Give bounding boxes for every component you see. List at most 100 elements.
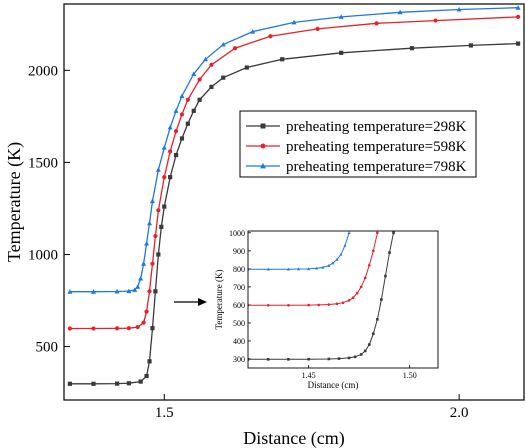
- inset-data-point: [347, 356, 351, 360]
- inset-data-point: [372, 249, 375, 253]
- data-point: [197, 77, 202, 82]
- data-point: [126, 381, 131, 386]
- inset-data-point: [363, 276, 367, 280]
- data-point: [516, 14, 521, 19]
- inset-data-point: [286, 267, 290, 271]
- data-point: [179, 93, 185, 99]
- data-point: [146, 220, 153, 226]
- data-point: [468, 43, 474, 48]
- data-point: [138, 275, 144, 281]
- data-point: [155, 167, 161, 172]
- data-point: [162, 204, 167, 209]
- inset-data-point: [335, 257, 339, 261]
- data-point: [433, 18, 438, 23]
- inset-y-tick-label: 800: [233, 265, 245, 274]
- inset-data-point: [367, 343, 371, 346]
- data-point: [114, 326, 120, 331]
- inset-data-point: [347, 299, 351, 302]
- inset-y-axis-title: Temperature (K): [214, 269, 224, 329]
- inset-data-point: [341, 301, 345, 305]
- data-point: [516, 41, 521, 46]
- inset-data-point: [363, 349, 367, 353]
- inset-data-point: [337, 357, 341, 360]
- data-point: [173, 108, 179, 113]
- data-point: [185, 97, 190, 102]
- data-point: [144, 373, 149, 379]
- data-point: [147, 289, 152, 294]
- data-point: [67, 326, 72, 331]
- inset-data-point: [372, 332, 375, 336]
- inset-data-point: [359, 285, 363, 289]
- inset-data-point: [296, 267, 301, 271]
- inset-data-point: [331, 261, 335, 265]
- inset-data-point: [266, 303, 270, 307]
- inset-plot: 1.45 1.50 300 400 500 600 700 800 900 1000 Distanc…: [208, 222, 448, 390]
- data-point: [268, 34, 273, 39]
- legend-marker: [260, 143, 266, 149]
- inset-data-point: [343, 243, 347, 247]
- inset-data-point: [327, 264, 331, 267]
- main-plot-frame: [63, 3, 525, 401]
- y-axis-title: Temperature (K): [4, 142, 25, 262]
- inset-data-point: [347, 231, 351, 235]
- data-point: [168, 149, 173, 154]
- inset-data-point: [335, 302, 339, 306]
- inset-data-point: [317, 303, 321, 307]
- inset-y-tick-label: 600: [233, 301, 245, 310]
- data-point: [339, 50, 344, 55]
- data-point: [244, 65, 249, 70]
- inset-data-point: [307, 357, 310, 361]
- x-axis-title: Distance (cm): [243, 428, 344, 448]
- inset-data-point: [266, 358, 270, 361]
- data-point: [126, 326, 131, 331]
- data-point: [126, 288, 132, 294]
- data-point: [135, 284, 141, 289]
- arrow-head: [198, 298, 207, 306]
- data-point: [280, 57, 285, 62]
- inset-y-tick-label: 700: [233, 283, 245, 292]
- inset-data-point: [339, 252, 343, 256]
- data-point: [150, 326, 155, 331]
- x-tick-label: 1.5: [155, 405, 174, 421]
- data-point: [456, 7, 462, 12]
- inset-data-point: [367, 263, 371, 267]
- inset-data-point: [351, 296, 355, 299]
- data-point: [162, 175, 167, 180]
- data-point: [114, 288, 120, 294]
- data-point: [91, 381, 96, 386]
- main-plot: 1.5 2.0 500 1000 1500 2000 Distance (cm) Temper…: [4, 3, 525, 448]
- inset-data-point: [353, 355, 357, 359]
- series-1: [67, 41, 521, 386]
- legend-marker: [260, 163, 266, 169]
- inset-arrow: [174, 298, 207, 306]
- inset-data-point: [327, 303, 331, 306]
- data-point: [185, 121, 190, 126]
- data-point: [232, 46, 238, 51]
- inset-data-point: [315, 266, 319, 270]
- data-point: [67, 289, 73, 294]
- y-tick-label: 2000: [28, 63, 58, 79]
- inset-data-point: [321, 265, 325, 269]
- data-point: [315, 26, 320, 31]
- inset-series-line: [248, 232, 378, 306]
- inset-data-point: [388, 251, 391, 254]
- inset-data-point: [392, 231, 395, 235]
- data-point: [191, 71, 197, 77]
- data-point: [135, 324, 140, 330]
- series-2: [67, 14, 521, 331]
- data-point: [221, 75, 226, 80]
- inset-plot-frame: [247, 230, 439, 369]
- data-point: [374, 21, 379, 26]
- inset-data-point: [307, 303, 310, 307]
- legend-item: preheating temperature=298K: [246, 119, 467, 135]
- inset-y-tick-label: 1000: [229, 229, 245, 238]
- inset-y-tick-label: 900: [233, 247, 245, 256]
- legend: preheating temperature=298K preheating te…: [239, 110, 477, 178]
- data-point: [156, 208, 161, 213]
- inset-data-point: [266, 267, 270, 271]
- legend-label: preheating temperature=298K: [286, 119, 467, 135]
- inset-data-point: [376, 318, 379, 321]
- data-point: [173, 152, 179, 158]
- data-point: [250, 29, 256, 34]
